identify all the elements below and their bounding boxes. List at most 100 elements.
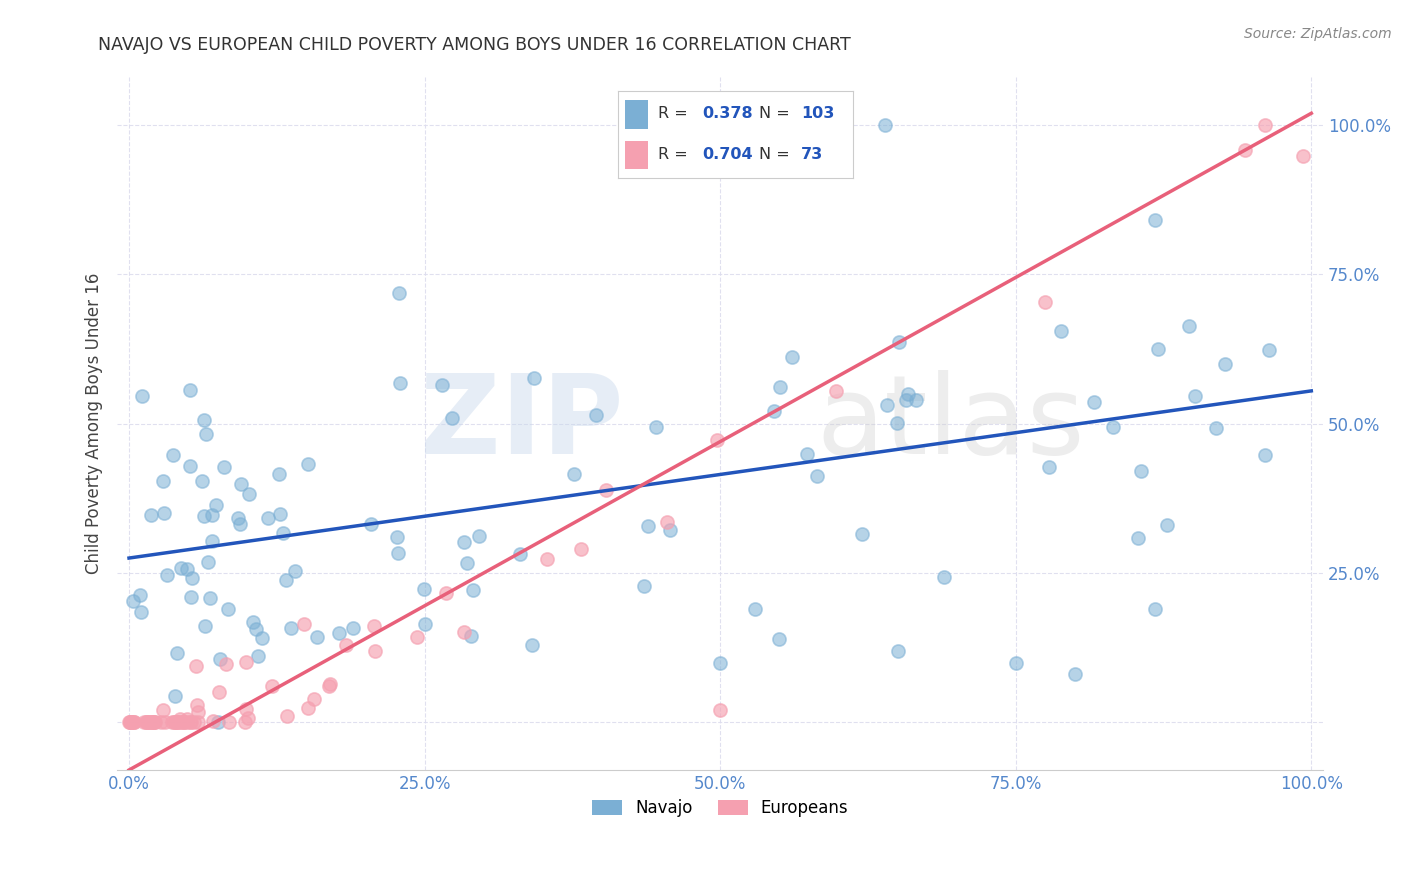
Point: [138, 715, 160, 730]
Point: [139, 508, 162, 522]
Point: [170, 715, 193, 730]
Point: [761, 118, 783, 132]
Point: [231, 477, 253, 491]
Point: [509, 547, 531, 561]
Point: [1258, 343, 1281, 358]
Point: [1156, 517, 1178, 532]
Point: [118, 715, 141, 730]
Point: [233, 715, 256, 730]
Point: [659, 524, 682, 538]
Point: [250, 631, 273, 645]
Point: [129, 606, 152, 620]
Point: [163, 715, 186, 730]
Point: [236, 711, 259, 725]
Point: [934, 569, 956, 583]
Point: [762, 403, 785, 417]
Point: [523, 371, 546, 385]
Point: [292, 617, 315, 632]
Point: [218, 715, 240, 730]
Point: [187, 705, 209, 719]
Point: [118, 715, 141, 730]
Point: [193, 508, 215, 523]
Point: [190, 475, 212, 489]
Point: [307, 630, 329, 644]
Point: [655, 515, 678, 529]
Point: [297, 457, 319, 471]
Point: [169, 712, 191, 726]
Point: [235, 702, 257, 716]
Point: [744, 601, 766, 615]
Point: [122, 715, 145, 730]
Point: [176, 562, 198, 576]
Point: [1128, 531, 1150, 545]
Point: [430, 377, 453, 392]
Point: [152, 702, 174, 716]
Text: atlas: atlas: [817, 370, 1085, 477]
Point: [212, 460, 235, 475]
Point: [886, 643, 908, 657]
Point: [271, 526, 294, 541]
Point: [1050, 324, 1073, 338]
Point: [297, 700, 319, 714]
Point: [1143, 601, 1166, 615]
Point: [441, 410, 464, 425]
Point: [1213, 357, 1236, 371]
Point: [201, 508, 224, 522]
Point: [135, 715, 157, 730]
Point: [122, 715, 145, 730]
Point: [165, 715, 187, 730]
Point: [167, 715, 190, 730]
Point: [780, 350, 803, 364]
Point: [328, 626, 350, 640]
Point: [389, 376, 412, 391]
Point: [645, 420, 668, 434]
Point: [304, 692, 326, 706]
Point: [706, 433, 728, 447]
Point: [121, 715, 143, 730]
Point: [179, 715, 201, 730]
Point: [152, 474, 174, 488]
Point: [1129, 464, 1152, 478]
Point: [1205, 420, 1227, 434]
Point: [886, 417, 908, 431]
Point: [180, 715, 202, 730]
Point: [806, 469, 828, 483]
Point: [141, 715, 163, 730]
Point: [1063, 667, 1085, 681]
Point: [467, 528, 489, 542]
Point: [176, 715, 198, 730]
Point: [269, 467, 291, 481]
Point: [129, 588, 152, 602]
Point: [173, 715, 195, 730]
Point: [173, 715, 195, 730]
Point: [569, 542, 592, 557]
Point: [1102, 419, 1125, 434]
Point: [318, 680, 340, 694]
Point: [887, 334, 910, 349]
Point: [1254, 118, 1277, 132]
Point: [905, 393, 928, 408]
Point: [463, 582, 485, 597]
Point: [200, 591, 222, 605]
Point: [118, 715, 141, 730]
Point: [163, 689, 186, 703]
Point: [385, 530, 408, 544]
Point: [238, 487, 260, 501]
Point: [208, 652, 231, 666]
Point: [170, 561, 193, 575]
Text: ZIP: ZIP: [420, 370, 624, 477]
Point: [201, 534, 224, 549]
Point: [280, 621, 302, 635]
Point: [453, 624, 475, 639]
Point: [716, 118, 738, 132]
Point: [585, 408, 607, 422]
Point: [456, 556, 478, 570]
Point: [363, 619, 385, 633]
Point: [217, 602, 239, 616]
Point: [709, 656, 731, 670]
Point: [194, 618, 217, 632]
Point: [153, 506, 176, 520]
Point: [153, 715, 176, 730]
Point: [201, 714, 224, 729]
Point: [183, 715, 205, 730]
